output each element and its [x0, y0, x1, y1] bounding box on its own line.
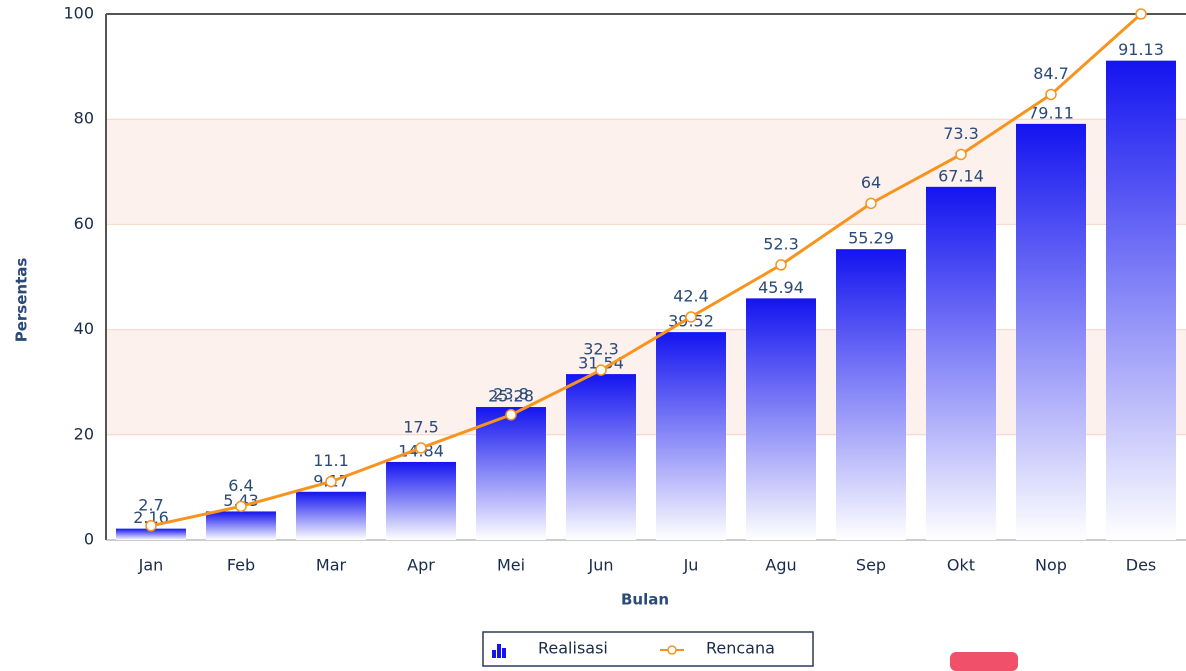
bar: [1016, 123, 1086, 540]
line-value-label: 23.8: [493, 384, 529, 403]
line-marker: [325, 475, 337, 488]
x-tick-label: Ju: [683, 556, 699, 575]
line-marker: [145, 520, 157, 532]
x-tick-label: Jun: [588, 556, 614, 575]
plot-band: [106, 329, 1186, 435]
line: [150, 12, 1142, 528]
line-value-label: 73.3: [943, 124, 979, 143]
bar: [746, 298, 816, 540]
bar: [386, 461, 456, 540]
bar: [836, 249, 906, 540]
y-tick-label: 40: [74, 319, 94, 338]
line-value-label: 52.3: [763, 234, 799, 253]
bar: [656, 332, 726, 540]
line-marker: [685, 311, 697, 323]
x-tick-label: Apr: [407, 556, 435, 575]
bar: [1106, 60, 1176, 541]
x-tick-label: Nop: [1035, 556, 1067, 575]
line-marker: [505, 409, 517, 421]
y-tick-label: 20: [74, 424, 94, 443]
bar: [476, 407, 546, 540]
y-tick-label: 80: [74, 109, 94, 128]
line-marker: [1045, 88, 1057, 101]
legend-swatch: [492, 650, 496, 658]
bar: [926, 186, 996, 540]
legend-label: Rencana: [706, 639, 775, 658]
line-value-label: 2.7: [138, 495, 163, 514]
line-value-label: 42.4: [673, 286, 709, 305]
decoration-icon: [950, 652, 1018, 671]
x-tick-label: Agu: [765, 556, 796, 575]
y-axis-title: Persentas: [13, 258, 31, 343]
bar: [206, 511, 276, 540]
bar-value-label: 91.13: [1118, 40, 1164, 59]
bar-value-label: 67.14: [938, 166, 984, 185]
legend-swatch: [502, 648, 506, 658]
plot-band: [106, 119, 1186, 225]
line-marker: [955, 148, 967, 161]
y-tick-label: 0: [84, 530, 94, 549]
x-tick-label: Jan: [138, 556, 164, 575]
legend-box: [482, 631, 814, 667]
line-marker: [415, 442, 427, 454]
y-tick-label: 100: [63, 4, 94, 23]
x-tick-label: Mei: [497, 556, 525, 575]
line-value-label: 32.3: [583, 340, 619, 359]
bar: [296, 491, 366, 540]
line-marker: [235, 500, 247, 513]
x-tick-label: Feb: [227, 556, 255, 575]
bar-value-label: 25.28: [488, 387, 534, 406]
x-tick-label: Mar: [316, 556, 347, 575]
line-marker: [595, 364, 607, 376]
line-marker: [1135, 8, 1147, 20]
line-value-label: 64: [861, 173, 881, 192]
bar-value-label: 55.29: [848, 229, 894, 248]
bar: [566, 374, 636, 540]
line-value-label: 84.7: [1033, 64, 1069, 83]
legend-swatch: [497, 644, 501, 658]
bar-value-label: 79.11: [1028, 103, 1074, 122]
x-tick-label: Sep: [856, 556, 886, 575]
x-axis-title: Bulan: [621, 591, 669, 609]
bar: [116, 528, 186, 540]
bar-value-label: 31.54: [578, 354, 624, 373]
x-tick-label: Okt: [947, 556, 975, 575]
bar-value-label: 45.94: [758, 278, 804, 297]
line-value-label: 6.4: [228, 476, 253, 495]
legend-swatch: [667, 645, 677, 655]
line-marker: [775, 259, 787, 271]
line-value-label: 17.5: [403, 417, 439, 436]
y-tick-label: 60: [74, 214, 94, 233]
x-tick-label: Des: [1126, 556, 1157, 575]
line-value-label: 11.1: [313, 451, 349, 470]
line-marker: [865, 197, 877, 210]
legend-label: Realisasi: [538, 639, 608, 658]
line-value-label: 100: [1126, 0, 1157, 3]
